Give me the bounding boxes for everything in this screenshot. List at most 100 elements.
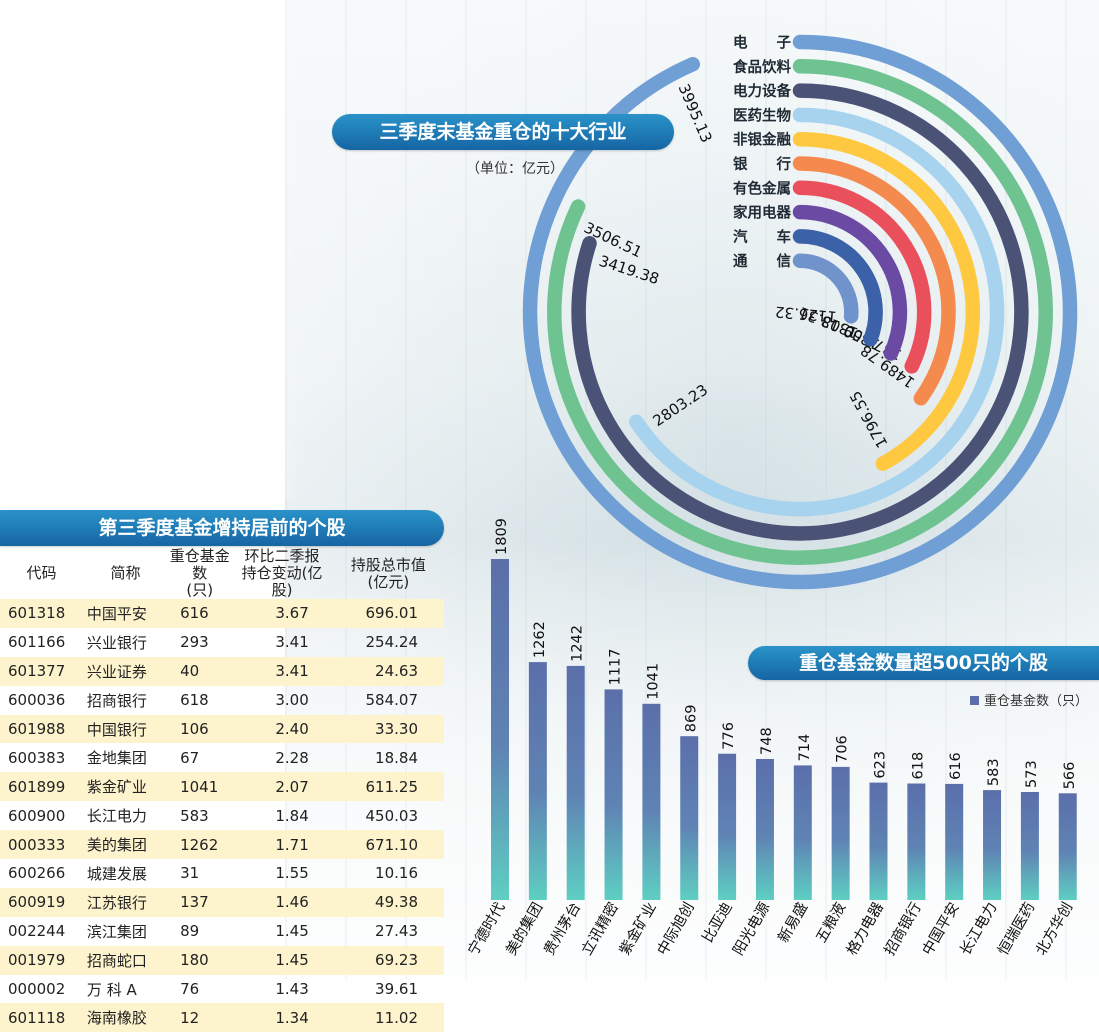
cell-name: 紫金矿业 — [82, 772, 169, 802]
bar-category-label: 中国平安 — [919, 900, 963, 959]
bar-value-label: 573 — [1024, 760, 1040, 788]
cell-name: 招商银行 — [86, 691, 147, 710]
cell-code: 601166 — [8, 633, 66, 652]
table-row: 601318 中国平安 616 3.67 696.01 — [0, 599, 444, 628]
table-row: 601166 兴业银行 293 3.41 254.24 — [0, 628, 444, 657]
bar-category-label: 恒瑞医药 — [995, 900, 1039, 959]
bar-value-label: 623 — [873, 751, 889, 779]
radial-category-label: 电力设备 — [733, 82, 791, 100]
table-row: 600383 金地集团 67 2.28 18.84 — [0, 743, 444, 772]
cell-funds: 67 — [180, 748, 200, 767]
cell-change: 1.45 — [231, 945, 333, 975]
cell-value: 11.02 — [332, 1003, 444, 1032]
bar — [983, 790, 1002, 900]
cell-funds: 618 — [180, 691, 209, 710]
cell-name: 招商蛇口 — [82, 945, 169, 975]
table-row: 601988 中国银行 106 2.40 33.30 — [0, 714, 444, 744]
cell-change: 3.67 — [231, 599, 333, 628]
radial-arc — [792, 180, 932, 374]
cell-name: 兴业银行 — [86, 633, 147, 652]
cell-code: 601318 — [0, 599, 83, 628]
radial-category-label: 家用电器 — [733, 204, 791, 222]
cell-change: 1.46 — [231, 887, 333, 917]
cell-funds: 40 — [168, 656, 232, 686]
cell-change: 1.84 — [275, 806, 309, 825]
cell-funds: 31 — [180, 864, 200, 883]
cell-funds: 12 — [168, 1003, 232, 1032]
bar-value-label: 1117 — [608, 648, 624, 685]
bar — [793, 765, 812, 900]
bar — [491, 559, 509, 900]
cell-name: 金地集团 — [86, 749, 147, 768]
bar — [869, 782, 888, 900]
bar — [1058, 793, 1077, 900]
cell-change: 1.71 — [231, 830, 333, 860]
cell-name: 城建发展 — [86, 864, 147, 883]
cell-change: 3.41 — [275, 633, 309, 652]
cell-code: 000333 — [0, 830, 83, 860]
bar-category-label: 招商银行 — [881, 900, 925, 959]
bar — [831, 766, 850, 900]
cell-name: 美的集团 — [82, 830, 169, 860]
cell-change: 1.34 — [231, 1003, 333, 1032]
radial-value-label: 2803.23 — [650, 381, 712, 430]
bar — [642, 703, 661, 900]
bar-value-label: 1242 — [570, 625, 586, 662]
radial-category-label: 汽 车 — [733, 228, 791, 246]
radial-arc — [792, 229, 883, 347]
cell-name: 兴业证券 — [82, 656, 169, 686]
radial-category-label: 医药生物 — [733, 106, 791, 124]
cell-value: 24.63 — [332, 656, 444, 686]
cell-code: 601377 — [0, 656, 83, 686]
bar — [566, 665, 585, 900]
bar — [604, 689, 623, 900]
stock-table-title: 第三季度基金增持居前的个股 — [0, 510, 444, 546]
bar-category-label: 贵州茅台 — [540, 900, 584, 959]
bar-category-label: 新易盛 — [775, 900, 811, 946]
radial-value-label: 1796.55 — [846, 388, 891, 451]
cell-value: 696.01 — [332, 599, 444, 628]
cell-code: 600900 — [8, 806, 66, 825]
table-row: 000333 美的集团 1262 1.71 671.10 — [0, 830, 444, 860]
industry-unit-label: （单位：亿元） — [466, 161, 564, 177]
bar — [907, 783, 926, 900]
header-name: 简称 — [110, 564, 141, 582]
cell-change: 1.45 — [275, 922, 309, 941]
bar — [680, 736, 699, 900]
table-row: 001979 招商蛇口 180 1.45 69.23 — [0, 945, 444, 975]
bar-category-label: 北方华创 — [1033, 900, 1077, 959]
bar-value-label: 1809 — [494, 518, 510, 555]
table-row: 601899 紫金矿业 1041 2.07 611.25 — [0, 772, 444, 802]
legend-label: 重仓基金数（只） — [984, 694, 1089, 709]
bar-category-label: 格力电器 — [843, 899, 887, 958]
bar-category-label: 立讯精密 — [578, 900, 622, 959]
cell-value: 254.24 — [365, 633, 419, 652]
cell-code: 600036 — [8, 691, 66, 710]
holders-legend: 重仓基金数（只） — [970, 690, 1088, 709]
table-row: 002244 滨江集团 89 1.45 27.43 — [0, 917, 444, 946]
cell-change: 1.55 — [275, 864, 309, 883]
legend-swatch — [970, 696, 979, 705]
radial-arc — [629, 107, 1005, 517]
header-value: 持股总市值 (亿元) — [350, 555, 426, 591]
cell-code: 600383 — [8, 748, 66, 767]
cell-funds: 1041 — [168, 772, 232, 802]
cell-funds: 137 — [168, 887, 232, 917]
cell-change: 2.07 — [231, 772, 333, 802]
radial-category-label: 非银金融 — [733, 131, 791, 149]
bar — [755, 759, 774, 900]
bar — [945, 783, 964, 900]
cell-funds: 1262 — [168, 830, 232, 860]
cell-code: 601899 — [0, 772, 83, 802]
bar-category-label: 比亚迪 — [699, 900, 735, 946]
bar-category-label: 美的集团 — [503, 900, 547, 959]
table-row: 600036 招商银行 618 3.00 584.07 — [0, 686, 444, 715]
cell-value: 33.30 — [332, 714, 444, 744]
cell-code: 001979 — [0, 945, 83, 975]
radial-arc — [792, 156, 956, 406]
radial-category-label: 食品饮料 — [733, 58, 791, 76]
cell-code: 601118 — [0, 1003, 83, 1032]
bar-value-label: 748 — [759, 727, 775, 755]
cell-value: 49.38 — [332, 887, 444, 917]
cell-value: 27.43 — [375, 922, 418, 941]
